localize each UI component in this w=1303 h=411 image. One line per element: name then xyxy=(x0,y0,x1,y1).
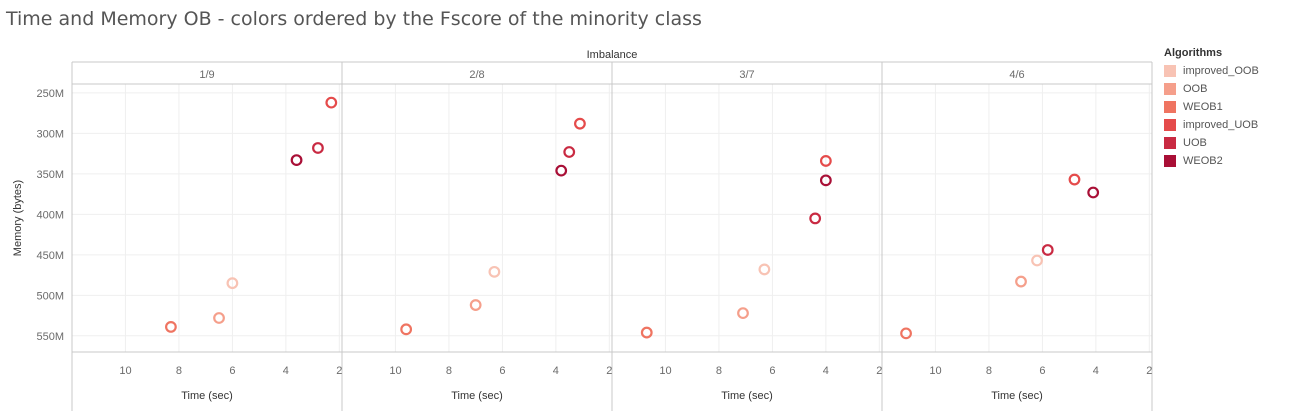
text-layer: Imbalance Memory (bytes) 250M 300M 350M 400M 4… xyxy=(12,49,1152,402)
x-tick-label: 2 xyxy=(336,365,342,377)
legend-swatch xyxy=(1164,101,1176,113)
legend-item[interactable]: WEOB1 xyxy=(1164,98,1299,116)
data-point-improved-uob xyxy=(574,117,586,130)
data-point-weob1 xyxy=(640,326,653,339)
x-tick-label: 4 xyxy=(553,365,559,377)
x-tick-label: 2 xyxy=(1146,365,1152,377)
legend-swatch xyxy=(1164,137,1176,149)
x-tick-label: 2 xyxy=(606,365,612,377)
scatter-chart: Imbalance Memory (bytes) 250M 300M 350M 400M 4… xyxy=(12,49,1153,411)
data-point-weob2 xyxy=(819,174,832,187)
data-point-improved-oob xyxy=(1031,254,1043,267)
point-layer xyxy=(165,96,1100,340)
data-point-improved-oob xyxy=(488,265,501,278)
x-tick-label: 10 xyxy=(929,365,941,377)
legend-label: WEOB2 xyxy=(1183,155,1223,167)
y-tick-label: 400M xyxy=(36,209,64,221)
x-axis-label: Time (sec) xyxy=(991,390,1043,402)
y-axis-label: Memory (bytes) xyxy=(12,180,24,256)
legend-label: improved_OOB xyxy=(1183,65,1259,77)
y-tick-label: 250M xyxy=(36,88,64,100)
y-tick-label: 550M xyxy=(36,331,64,343)
legend-title: Algorithms xyxy=(1164,47,1223,59)
data-point-weob2 xyxy=(1087,186,1100,199)
facet-header: Imbalance xyxy=(587,49,638,61)
x-tick-label: 10 xyxy=(119,365,131,377)
legend-item[interactable]: UOB xyxy=(1164,134,1299,152)
y-tick-label: 300M xyxy=(36,128,64,140)
y-tick-label: 350M xyxy=(36,169,64,181)
data-point-oob xyxy=(213,312,225,324)
data-point-weob2 xyxy=(290,154,303,167)
y-tick-label: 450M xyxy=(36,250,64,262)
x-tick-label: 6 xyxy=(769,365,775,377)
legend-item[interactable]: OOB xyxy=(1164,80,1299,98)
x-tick-label: 8 xyxy=(446,365,452,377)
data-point-weob1 xyxy=(900,327,912,340)
data-point-weob1 xyxy=(400,323,413,336)
legend-swatch xyxy=(1164,155,1176,167)
data-point-uob xyxy=(809,212,822,225)
legend-label: improved_UOB xyxy=(1183,119,1259,131)
legend-swatch xyxy=(1164,83,1176,95)
legend-label: WEOB1 xyxy=(1183,101,1223,113)
panel-label: 4/6 xyxy=(1009,69,1024,81)
frame-layer xyxy=(71,61,1153,411)
x-tick-label: 8 xyxy=(176,365,182,377)
x-tick-label: 8 xyxy=(716,365,722,377)
legend: Algorithms improved_OOB OOB WEOB1 improved_… xyxy=(1164,47,1299,170)
data-point-weob2 xyxy=(555,164,568,177)
x-tick-label: 6 xyxy=(1039,365,1045,377)
x-tick-label: 4 xyxy=(283,365,289,377)
data-point-oob xyxy=(469,299,482,311)
data-point-uob xyxy=(563,146,576,158)
data-point-uob xyxy=(312,142,324,154)
legend-swatch xyxy=(1164,119,1176,131)
x-tick-label: 2 xyxy=(876,365,882,377)
data-point-oob xyxy=(737,307,749,320)
x-tick-label: 8 xyxy=(986,365,992,377)
data-point-improved-oob xyxy=(758,263,771,276)
data-point-improved-uob xyxy=(1068,173,1081,186)
x-tick-label: 4 xyxy=(1093,365,1099,377)
legend-item[interactable]: WEOB2 xyxy=(1164,152,1299,170)
legend-item[interactable]: improved_UOB xyxy=(1164,116,1299,134)
data-point-improved-oob xyxy=(226,277,239,290)
data-point-weob1 xyxy=(165,321,177,333)
x-tick-label: 4 xyxy=(823,365,829,377)
x-axis-label: Time (sec) xyxy=(181,390,233,402)
x-axis-label: Time (sec) xyxy=(451,390,503,402)
y-tick-label: 500M xyxy=(36,290,64,302)
x-tick-label: 10 xyxy=(389,365,401,377)
panel-label: 3/7 xyxy=(739,69,754,81)
x-tick-label: 10 xyxy=(659,365,671,377)
x-tick-label: 6 xyxy=(229,365,235,377)
panel-label: 1/9 xyxy=(199,69,214,81)
x-tick-label: 6 xyxy=(499,365,505,377)
legend-label: OOB xyxy=(1183,83,1208,95)
data-point-improved-uob xyxy=(325,96,338,109)
x-axis-label: Time (sec) xyxy=(721,390,773,402)
legend-swatch xyxy=(1164,65,1176,77)
legend-label: UOB xyxy=(1183,137,1207,149)
data-point-oob xyxy=(1015,275,1027,288)
chart-title: Time and Memory OB - colors ordered by t… xyxy=(6,8,702,30)
legend-item[interactable]: improved_OOB xyxy=(1164,62,1299,80)
legend-items: improved_OOB OOB WEOB1 improved_UOB UOB WEOB2 xyxy=(1164,62,1299,170)
data-point-improved-uob xyxy=(819,155,832,167)
data-point-uob xyxy=(1041,244,1054,256)
panel-label: 2/8 xyxy=(469,69,484,81)
